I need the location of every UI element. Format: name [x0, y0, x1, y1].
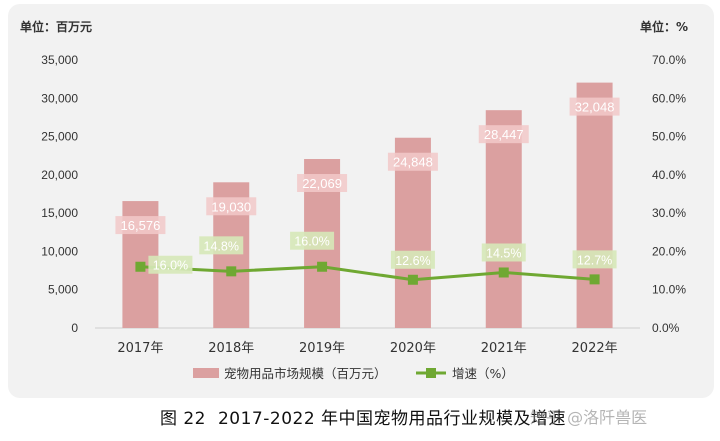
growth-data-label: 16.0%: [153, 259, 188, 273]
caption-text: 2017-2022 年中国宠物用品行业规模及增速: [217, 409, 567, 429]
left-axis-unit: 单位：百万元: [20, 20, 93, 34]
chart-svg: 0 5,000 10,000 15,000 20,000 25,000 30,000 35,0…: [41, 53, 686, 381]
growth-label-box: [148, 255, 193, 274]
x-tick-label: 2020年: [390, 341, 436, 356]
y-right-tick-label: 70.0%: [652, 53, 686, 67]
y-left-tick-label: 5,000: [48, 283, 78, 297]
growth-point: [317, 261, 328, 272]
bar-label-box: [478, 125, 529, 144]
bar: [576, 82, 613, 329]
y-left-tick-label: 15,000: [41, 206, 78, 220]
growth-data-label: 14.5%: [486, 246, 521, 260]
bar-label-box: [115, 216, 166, 235]
bar-data-label: 19,030: [211, 199, 251, 214]
bar-data-label: 24,848: [393, 155, 433, 170]
y-right-tick-label: 60.0%: [652, 91, 686, 105]
growth-label-box: [390, 250, 435, 269]
y-left-tick-label: 25,000: [41, 130, 78, 144]
x-tick-label: 2022年: [572, 341, 618, 356]
y-left-tick-label: 10,000: [41, 244, 78, 258]
x-tick-label: 2021年: [481, 341, 527, 356]
y-right-tick-label: 30.0%: [652, 206, 686, 220]
growth-label-box: [199, 236, 244, 255]
legend-swatch-marker: [426, 368, 436, 378]
growth-point: [407, 274, 418, 285]
x-tick-label: 2019年: [299, 341, 345, 356]
growth-label-box: [481, 243, 526, 262]
growth-line: [140, 265, 595, 282]
bar-data-label: 32,048: [575, 100, 615, 115]
growth-label-box: [572, 250, 617, 269]
growth-data-label: 12.6%: [395, 254, 430, 268]
y-left-tick-label: 0: [71, 321, 78, 335]
bar-label-box: [206, 197, 257, 216]
figure-caption: 图 22 2017-2022 年中国宠物用品行业规模及增速: [0, 404, 720, 429]
bar-label-box: [569, 97, 620, 116]
legend-label-bars: 宠物用品市场规模（百万元）: [224, 366, 387, 381]
y-right-tick-label: 0.0%: [652, 321, 680, 335]
legend-label-line: 增速（%）: [452, 366, 514, 381]
bar-label-box: [297, 174, 348, 193]
bar: [485, 110, 522, 329]
growth-data-label: 16.0%: [294, 235, 329, 249]
y-right-tick-label: 20.0%: [652, 244, 686, 258]
bar-label-box: [387, 152, 438, 171]
y-left-tick-label: 35,000: [41, 53, 78, 67]
growth-point: [498, 267, 509, 278]
growth-data-label: 14.8%: [204, 239, 239, 253]
growth-point: [135, 261, 146, 272]
y-right-tick-label: 50.0%: [652, 130, 686, 144]
y-right-tick-label: 10.0%: [652, 283, 686, 297]
caption-label: 图 22: [159, 409, 206, 429]
x-tick-label: 2017年: [117, 341, 163, 356]
bar-data-label: 22,069: [302, 176, 342, 191]
growth-data-label: 12.7%: [577, 253, 612, 267]
growth-label-box: [290, 231, 335, 250]
right-axis-unit: 单位：%: [640, 20, 689, 34]
y-left-tick-label: 20,000: [41, 168, 78, 182]
bar-data-label: 28,447: [484, 127, 524, 142]
bar-data-label: 16,576: [121, 218, 161, 233]
y-right-tick-label: 40.0%: [652, 168, 686, 182]
growth-point: [226, 266, 237, 277]
growth-point: [589, 274, 600, 285]
legend-swatch-bars: [193, 368, 219, 378]
y-left-tick-label: 30,000: [41, 91, 78, 105]
x-tick-label: 2018年: [208, 341, 254, 356]
watermark-text: 知乎 @洛阡兽医: [530, 408, 648, 427]
